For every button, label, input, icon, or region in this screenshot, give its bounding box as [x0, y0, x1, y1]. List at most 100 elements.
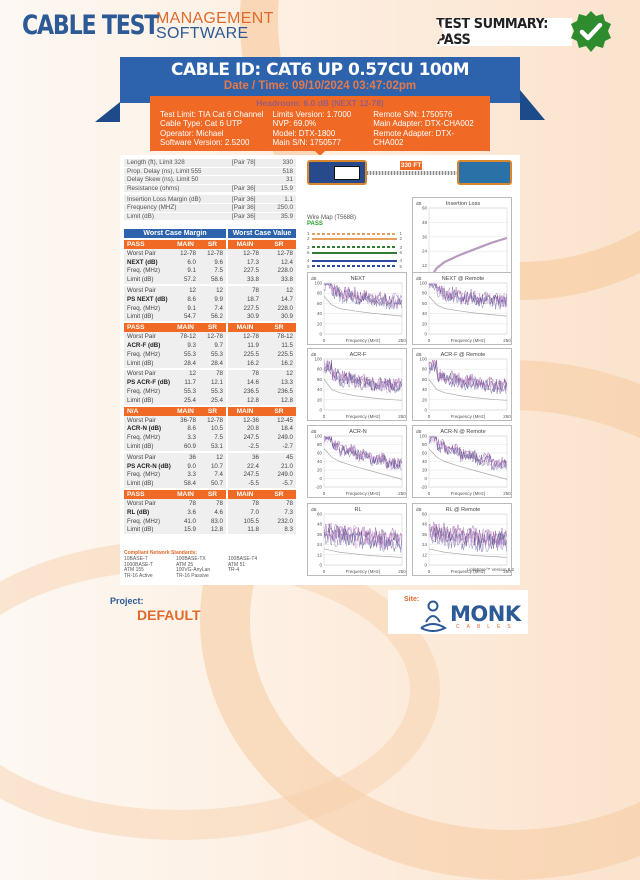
- svg-text:60: 60: [422, 301, 428, 306]
- cell: 7.3: [262, 507, 296, 517]
- cell: 33.8: [228, 275, 262, 285]
- svg-text:250: 250: [503, 569, 511, 574]
- worst-case-margin-header: Worst Case Margin: [124, 229, 226, 238]
- cell: 12.8: [228, 395, 262, 405]
- cell: 22.4: [228, 461, 262, 471]
- cell: [226, 470, 228, 480]
- cell: 13.3: [262, 378, 296, 388]
- test-info-panel: Headroom: 6.0 dB (NEXT 12-78) Test Limit…: [150, 96, 490, 151]
- cell: -5.5: [228, 479, 262, 489]
- cell: 7.0: [228, 507, 262, 517]
- cell: [226, 395, 228, 405]
- cell: 10.7: [199, 461, 226, 471]
- worst-case-table: Worst Case Margin Worst Case Value PASS M…: [124, 229, 296, 535]
- cell: 9.3: [172, 341, 199, 350]
- cell: 10.5: [199, 424, 226, 434]
- chart-rl-remote: RL @ Remote dB 60 48 36 24 12 0 0 250 Frequency (M…: [412, 503, 512, 576]
- pin-label: 5: [307, 263, 310, 269]
- svg-text:40: 40: [317, 459, 323, 464]
- cell: [226, 369, 228, 379]
- spec-value: 518: [282, 167, 293, 175]
- meditating-monk-icon: [420, 600, 447, 632]
- svg-text:0: 0: [428, 414, 431, 419]
- cell: 12-45: [262, 415, 296, 425]
- svg-text:20: 20: [422, 468, 428, 473]
- row-label: PS ACR-F (dB): [124, 378, 172, 388]
- svg-text:80: 80: [317, 367, 323, 372]
- standard-item: TR-16 Passive: [176, 572, 209, 579]
- cell: 12-78: [199, 249, 226, 258]
- svg-text:0: 0: [323, 491, 326, 496]
- svg-text:80: 80: [422, 291, 428, 296]
- cell: 249.0: [262, 470, 296, 480]
- table-row: Worst Pair 78-12 12-78 12-78 78-12: [124, 332, 296, 342]
- svg-text:ACR-F: ACR-F: [350, 352, 367, 358]
- cell: 53.1: [199, 442, 226, 451]
- svg-text:40: 40: [317, 311, 323, 316]
- cell: 17.3: [228, 257, 262, 267]
- section-header: PASS MAIN SR MAIN SR: [124, 323, 296, 333]
- cell: [226, 332, 228, 342]
- table-row: Worst Pair 78 78 78 78: [124, 499, 296, 508]
- cable-icon: [367, 171, 457, 175]
- linkware-version: LinkWare™ Version 8.2: [466, 567, 514, 572]
- standard-item: TR-4: [228, 567, 240, 574]
- worst-case-value-header: Worst Case Value: [228, 229, 296, 238]
- cell: 12-78: [228, 249, 262, 258]
- svg-text:0: 0: [424, 408, 427, 413]
- cell: 249.0: [262, 433, 296, 443]
- table-row: ACR-F (dB) 9.3 9.7 11.9 11.5: [124, 341, 296, 350]
- cell: 56.2: [199, 312, 226, 322]
- cell: 78: [262, 499, 296, 508]
- svg-text:48: 48: [317, 522, 323, 527]
- cell: 12: [199, 452, 226, 462]
- remote-adapter: Remote Adapter: DTX-CHA002: [373, 128, 455, 147]
- svg-text:20: 20: [422, 397, 428, 402]
- standard-item: 100BASE-T4: [228, 556, 258, 562]
- svg-text:0: 0: [323, 338, 326, 343]
- site-label: Site:: [404, 596, 420, 603]
- cell: [226, 433, 228, 443]
- cell: 8.6: [172, 294, 199, 304]
- table-row: NEXT (dB) 6.0 9.6 17.3 12.4: [124, 257, 296, 267]
- table-row: Limit (dB) 58.4 50.7 -5.5 -5.7: [124, 479, 296, 489]
- info-panel-pointer: [314, 150, 326, 156]
- table-row: PS NEXT (dB) 8.6 9.9 18.7 14.7: [124, 294, 296, 304]
- wire-map-title: Wire Map (T568B): [307, 215, 357, 221]
- cell: 55.3: [199, 387, 226, 396]
- chart-acr-n: ACR-N dB 100 80 60 40 20 0 -20 0 250 Frequency (MHz…: [307, 425, 407, 498]
- row-label: Worst Pair: [124, 332, 172, 342]
- cable-id-banner: [120, 57, 520, 103]
- cell: 36-78: [172, 415, 199, 425]
- spec-label: Resistance (ohms): [127, 185, 180, 193]
- table-row: PS ACR-N (dB) 9.0 10.7 22.4 21.0: [124, 461, 296, 471]
- cell: 3.6: [172, 507, 199, 517]
- svg-text:250: 250: [398, 569, 406, 574]
- cell: 12: [262, 286, 296, 295]
- row-label: Limit (dB): [124, 275, 172, 285]
- section-header: PASS MAIN SR MAIN SR: [124, 240, 296, 249]
- svg-text:250: 250: [503, 414, 511, 419]
- svg-text:250: 250: [503, 338, 511, 343]
- col-sr: SR: [199, 323, 226, 333]
- table-row: Worst Pair 36 12 36 45: [124, 452, 296, 462]
- row-label: ACR-F (dB): [124, 341, 172, 350]
- table-row: Freq. (MHz) 3.3 7.5 247.5 249.0: [124, 433, 296, 443]
- svg-text:48: 48: [422, 522, 428, 527]
- svg-text:250: 250: [503, 491, 511, 496]
- cell: [226, 424, 228, 434]
- operator: Operator: Michael: [160, 128, 224, 138]
- row-label: Freq. (MHz): [124, 470, 172, 480]
- svg-text:80: 80: [422, 442, 428, 447]
- col-main: MAIN: [228, 406, 262, 416]
- pin-label: 6: [307, 250, 310, 256]
- standard-item: [228, 574, 280, 580]
- cell: [226, 266, 228, 276]
- cell: 12-78: [199, 332, 226, 342]
- row-label: Freq. (MHz): [124, 516, 172, 526]
- pin-label: 4: [307, 258, 310, 264]
- cell: 247.5: [228, 470, 262, 480]
- row-label: Worst Pair: [124, 415, 172, 425]
- cell: 54.7: [172, 312, 199, 322]
